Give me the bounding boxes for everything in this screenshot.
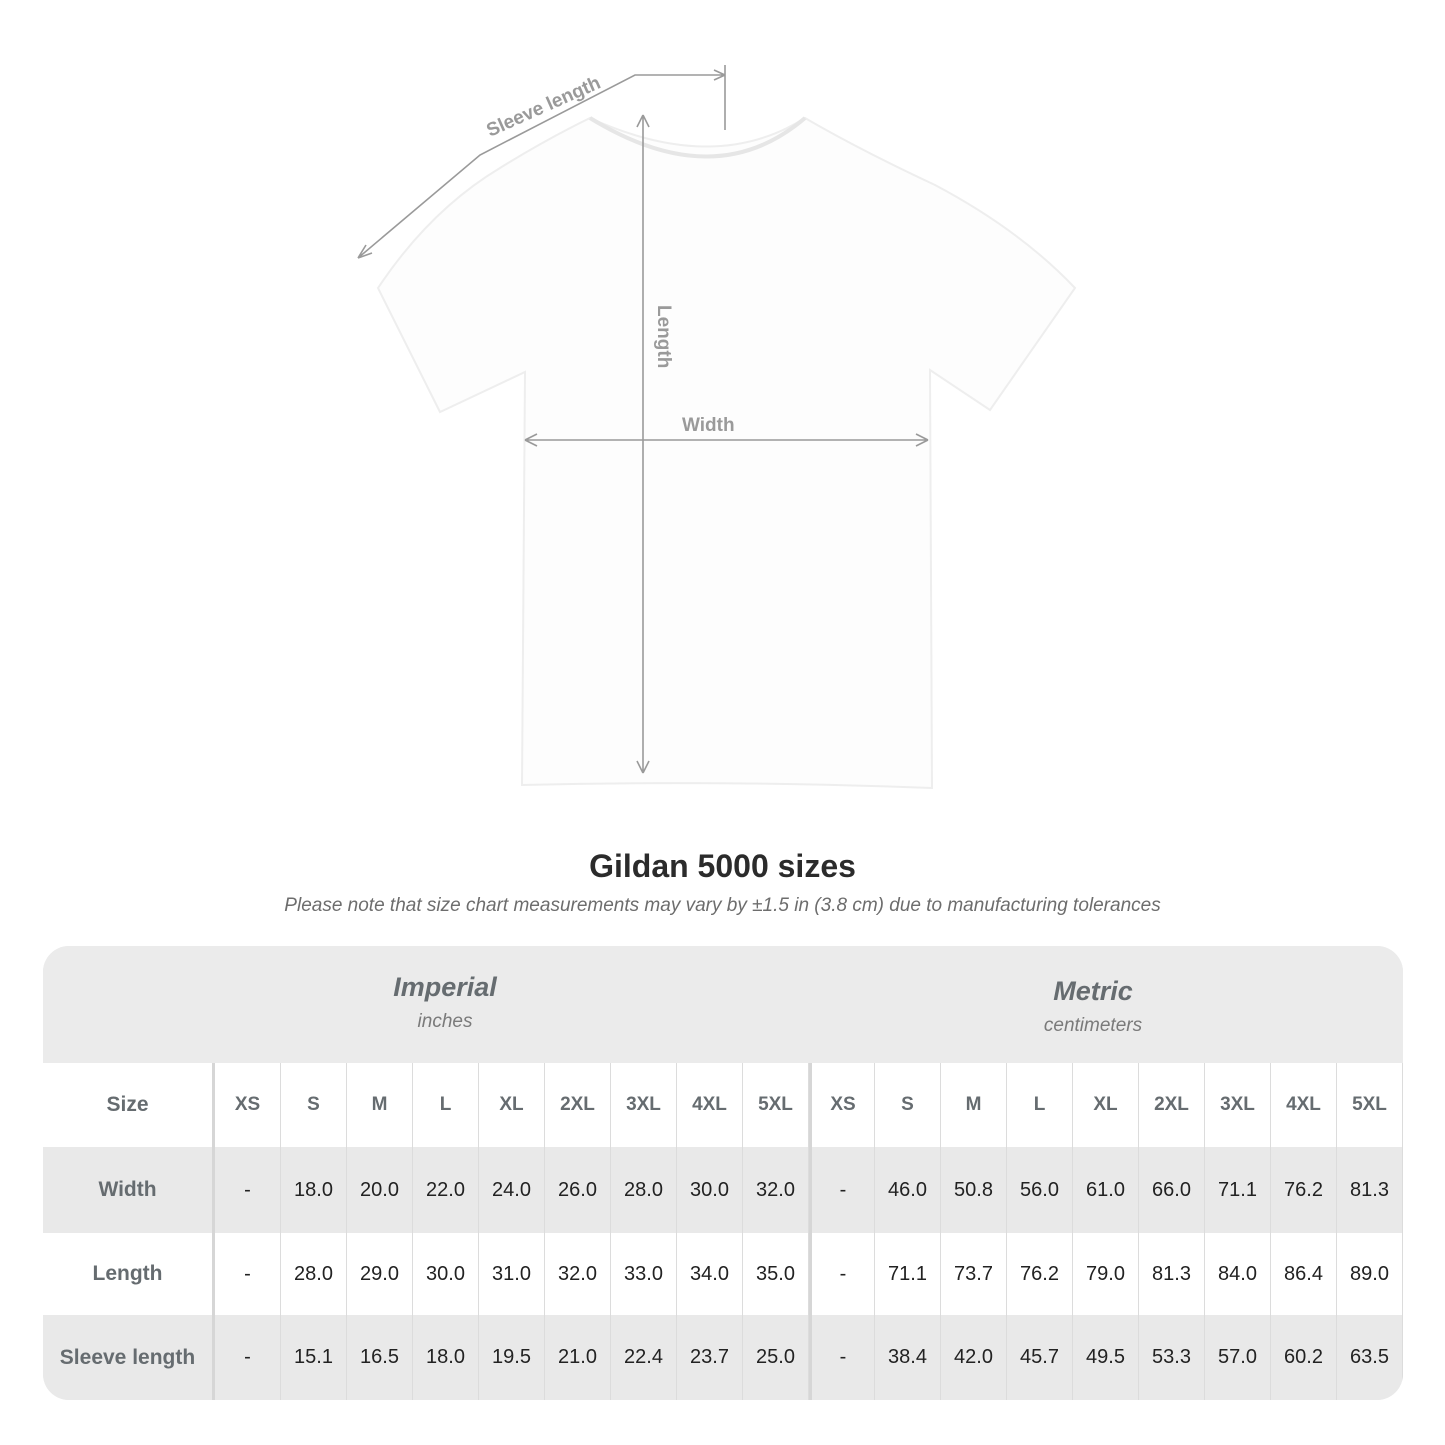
- value-cell: 30.0: [677, 1147, 743, 1233]
- value-cell: 29.0: [347, 1233, 413, 1315]
- value-cell: 18.0: [413, 1315, 479, 1400]
- value-cell: -: [215, 1233, 281, 1315]
- value-cell: 32.0: [545, 1233, 611, 1315]
- value-cell: 33.0: [611, 1233, 677, 1315]
- size-header-cell: 2XL: [545, 1063, 611, 1147]
- value-cell: 46.0: [875, 1147, 941, 1233]
- value-cell: 84.0: [1205, 1233, 1271, 1315]
- value-cell: 38.4: [875, 1315, 941, 1400]
- value-cell: 30.0: [413, 1233, 479, 1315]
- width-label: Width: [682, 415, 735, 436]
- value-cell: -: [215, 1315, 281, 1400]
- row-label: Length: [43, 1233, 215, 1315]
- value-cell: 53.3: [1139, 1315, 1205, 1400]
- value-cell: 81.3: [1139, 1233, 1205, 1315]
- value-cell: 56.0: [1007, 1147, 1073, 1233]
- tshirt-diagram: Sleeve length Length Width: [357, 65, 1077, 790]
- imperial-header: Imperial inches: [148, 972, 742, 1033]
- value-cell: 24.0: [479, 1147, 545, 1233]
- value-cell: 81.3: [1337, 1147, 1403, 1233]
- size-header-cell: L: [1007, 1063, 1073, 1147]
- value-cell: 79.0: [1073, 1233, 1139, 1315]
- value-cell: 32.0: [743, 1147, 809, 1233]
- value-cell: 22.4: [611, 1315, 677, 1400]
- value-cell: 25.0: [743, 1315, 809, 1400]
- value-cell: 35.0: [743, 1233, 809, 1315]
- imperial-title: Imperial: [393, 972, 497, 1002]
- size-header-cell: S: [281, 1063, 347, 1147]
- row-label: Width: [43, 1147, 215, 1233]
- size-header-cell: S: [875, 1063, 941, 1147]
- value-cell: 57.0: [1205, 1315, 1271, 1400]
- size-header-cell: 4XL: [677, 1063, 743, 1147]
- value-cell: 63.5: [1337, 1315, 1403, 1400]
- row-label: Size: [43, 1063, 215, 1147]
- metric-header: Metric centimeters: [796, 976, 1390, 1037]
- collar: [588, 116, 807, 159]
- value-cell: 89.0: [1337, 1233, 1403, 1315]
- value-cell: 31.0: [479, 1233, 545, 1315]
- value-cell: 19.5: [479, 1315, 545, 1400]
- size-header-cell: 2XL: [1139, 1063, 1205, 1147]
- value-cell: 73.7: [941, 1233, 1007, 1315]
- value-cell: 22.0: [413, 1147, 479, 1233]
- value-cell: 26.0: [545, 1147, 611, 1233]
- value-cell: 20.0: [347, 1147, 413, 1233]
- size-header-cell: XS: [215, 1063, 281, 1147]
- value-cell: 21.0: [545, 1315, 611, 1400]
- value-cell: 45.7: [1007, 1315, 1073, 1400]
- value-cell: 15.1: [281, 1315, 347, 1400]
- size-table: Imperial inches Metric centimeters Size X…: [43, 946, 1403, 1400]
- size-header-cell: L: [413, 1063, 479, 1147]
- value-cell: 86.4: [1271, 1233, 1337, 1315]
- size-header-cell: 3XL: [1205, 1063, 1271, 1147]
- sleeve-length-line: [357, 65, 726, 259]
- table-row: Length -28.0 29.0 30.0 31.0 32.0 33.0 34.0 35.0-…: [43, 1233, 1403, 1315]
- value-cell: 28.0: [611, 1147, 677, 1233]
- metric-unit: centimeters: [1043, 1015, 1143, 1036]
- value-cell: 66.0: [1139, 1147, 1205, 1233]
- width-line: [524, 433, 929, 447]
- size-header-cell: M: [347, 1063, 413, 1147]
- value-cell: 61.0: [1073, 1147, 1139, 1233]
- value-cell: 50.8: [941, 1147, 1007, 1233]
- table-row: Width -18.0 20.0 22.0 24.0 26.0 28.0 30.0 32.0-4…: [43, 1147, 1403, 1233]
- value-cell: 71.1: [875, 1233, 941, 1315]
- tshirt-shape: [376, 116, 1077, 790]
- table-row: Sleeve length -15.1 16.5 18.0 19.5 21.0 22.4 23…: [43, 1315, 1403, 1400]
- value-cell: 42.0: [941, 1315, 1007, 1400]
- value-cell: 18.0: [281, 1147, 347, 1233]
- page-title: Gildan 5000 sizes: [589, 848, 856, 884]
- size-header-cell: 5XL: [743, 1063, 809, 1147]
- size-header-cell: 4XL: [1271, 1063, 1337, 1147]
- value-cell: 16.5: [347, 1315, 413, 1400]
- tolerance-note: Please note that size chart measurements…: [284, 895, 1161, 916]
- metric-title: Metric: [1053, 976, 1133, 1006]
- unit-header: [43, 946, 1403, 1063]
- length-label: Length: [653, 305, 674, 368]
- value-cell: 76.2: [1007, 1233, 1073, 1315]
- value-cell: -: [809, 1315, 875, 1400]
- imperial-unit: inches: [417, 1011, 473, 1032]
- value-cell: -: [809, 1147, 875, 1233]
- value-cell: 60.2: [1271, 1315, 1337, 1400]
- value-cell: 23.7: [677, 1315, 743, 1400]
- size-header-cell: M: [941, 1063, 1007, 1147]
- size-header-cell: 3XL: [611, 1063, 677, 1147]
- value-cell: 71.1: [1205, 1147, 1271, 1233]
- value-cell: 49.5: [1073, 1315, 1139, 1400]
- value-cell: 34.0: [677, 1233, 743, 1315]
- size-header-cell: 5XL: [1337, 1063, 1403, 1147]
- value-cell: 28.0: [281, 1233, 347, 1315]
- size-header-cell: XS: [809, 1063, 875, 1147]
- row-label: Sleeve length: [43, 1315, 215, 1400]
- length-line: [636, 114, 650, 774]
- value-cell: -: [215, 1147, 281, 1233]
- value-cell: -: [809, 1233, 875, 1315]
- header-row: Size XS S M L XL 2XL 3XL 4XL 5XL XS S M L XL 2XL 3XL 4XL 5…: [43, 1063, 1403, 1147]
- size-header-cell: XL: [1073, 1063, 1139, 1147]
- value-cell: 76.2: [1271, 1147, 1337, 1233]
- size-header-cell: XL: [479, 1063, 545, 1147]
